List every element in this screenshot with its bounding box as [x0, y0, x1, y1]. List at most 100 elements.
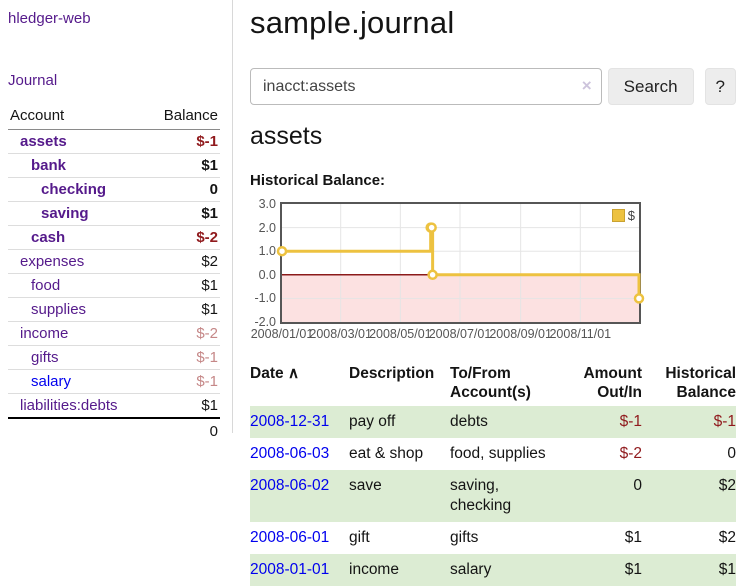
y-axis-tick-label: 1.0 — [258, 244, 276, 259]
sidebar-account-balance: $-1 — [196, 373, 218, 390]
transaction-description: income — [349, 561, 399, 578]
sidebar-account-row: liabilities:debts $1 — [8, 394, 220, 417]
transaction-description: save — [349, 477, 382, 494]
sort-ascending-icon: ∧ — [287, 365, 300, 382]
sidebar-account-row: assets $-1 — [8, 130, 220, 154]
accounts-column-header: To/From Account(s) — [450, 365, 531, 401]
register-row: 2008-06-01 gift gifts $1 $2 — [250, 522, 736, 554]
sidebar-account-row: cash $-2 — [8, 226, 220, 250]
transaction-amount: 0 — [633, 477, 642, 494]
main-content: sample.journal × Search ? assets Histori… — [250, 0, 736, 586]
sidebar-account-row: expenses $2 — [8, 250, 220, 274]
register-table: Date ∧ Description To/From Account(s) Am… — [250, 362, 736, 586]
sidebar-account-link[interactable]: supplies — [31, 301, 87, 318]
register-header-row: Date ∧ Description To/From Account(s) Am… — [250, 362, 736, 406]
brand-link[interactable]: hledger-web — [8, 10, 91, 27]
transaction-accounts: debts — [450, 413, 488, 430]
sidebar-account-link[interactable]: checking — [41, 181, 107, 198]
sidebar-account-link[interactable]: gifts — [31, 349, 59, 366]
transaction-balance: 0 — [727, 445, 736, 462]
transaction-description: eat & shop — [349, 445, 424, 462]
transaction-amount: $1 — [624, 561, 642, 578]
y-axis-tick-label: 0.0 — [258, 267, 276, 282]
clear-search-icon[interactable]: × — [581, 76, 592, 95]
x-axis-tick-label: 2008/03/01 — [309, 327, 372, 341]
sidebar-account-link[interactable]: cash — [31, 229, 66, 246]
transaction-amount: $-1 — [619, 413, 642, 430]
sidebar-account-row: saving $1 — [8, 202, 220, 226]
search-button[interactable]: Search — [607, 68, 694, 105]
sidebar-account-row: income $-2 — [8, 322, 220, 346]
sidebar-account-balance: $-1 — [196, 133, 218, 150]
sidebar-account-balance: $2 — [201, 253, 218, 270]
sidebar-account-balance: $-1 — [196, 349, 218, 366]
sidebar-total-row: 0 — [8, 417, 220, 440]
sidebar-account-link[interactable]: income — [20, 325, 69, 342]
transaction-accounts: gifts — [450, 529, 479, 546]
nav-journal-link[interactable]: Journal — [8, 72, 58, 89]
sidebar-account-link[interactable]: bank — [31, 157, 67, 174]
transaction-date-link[interactable]: 2008-06-01 — [250, 529, 330, 546]
register-row: 2008-12-31 pay off debts $-1 $-1 — [250, 406, 736, 438]
transaction-accounts: food, supplies — [450, 445, 546, 462]
register-row: 2008-01-01 income salary $1 $1 — [250, 554, 736, 586]
transaction-balance: $1 — [718, 561, 736, 578]
chart-canvas — [276, 204, 645, 322]
transaction-accounts: saving, checking — [450, 477, 512, 514]
sidebar-account-link[interactable]: expenses — [20, 253, 85, 270]
sidebar-account-balance: $1 — [201, 157, 218, 174]
sidebar-account-balance: $-2 — [196, 325, 218, 342]
register-row: 2008-06-03 eat & shop food, supplies $-2… — [250, 438, 736, 470]
x-axis-tick-label: 2008/01/01 — [250, 327, 314, 341]
sidebar-account-link[interactable]: assets — [20, 133, 67, 150]
legend-swatch-icon — [611, 209, 625, 222]
sidebar-account-link[interactable]: salary — [31, 373, 72, 390]
x-axis-tick-label: 2008/07/01 — [428, 327, 492, 341]
sidebar-account-link[interactable]: saving — [41, 205, 89, 222]
transaction-description: pay off — [349, 413, 396, 430]
y-axis-tick-label: 3.0 — [258, 197, 276, 211]
transaction-date-link[interactable]: 2008-06-03 — [250, 445, 330, 462]
register-row: 2008-06-02 save saving, checking 0 $2 — [250, 470, 736, 522]
historical-balance-chart: 3.0 2.0 1.0 0.0 -1.0 -2.0 $ 2008/01/01 2008/03… — [250, 197, 736, 342]
x-axis-tick-label: 2008/09/01 — [489, 327, 552, 341]
description-column-header: Description — [349, 365, 435, 382]
account-title: assets — [250, 122, 323, 150]
transaction-balance: $2 — [718, 477, 736, 494]
transaction-amount: $-2 — [619, 445, 642, 462]
sidebar-account-row: salary $-1 — [8, 370, 220, 394]
y-axis-tick-label: 2.0 — [258, 220, 276, 235]
search-input[interactable] — [250, 68, 602, 105]
x-axis-tick-label: 2008/05/01 — [369, 327, 432, 341]
sidebar-account-link[interactable]: liabilities:debts — [20, 397, 118, 414]
sidebar-account-balance: 0 — [209, 181, 218, 198]
y-axis-tick-label: -2.0 — [254, 315, 276, 329]
sidebar-account-link[interactable]: food — [31, 277, 61, 294]
sidebar-account-row: checking 0 — [8, 178, 220, 202]
search-help-button[interactable]: ? — [704, 68, 736, 105]
y-axis-tick-label: -1.0 — [254, 291, 276, 306]
sidebar: hledger-web Journal Account Balance asse… — [0, 0, 232, 440]
transaction-amount: $1 — [624, 529, 642, 546]
sidebar-account-row: food $1 — [8, 274, 220, 298]
sidebar-account-row: bank $1 — [8, 154, 220, 178]
sidebar-account-row: gifts $-1 — [8, 346, 220, 370]
page-title: sample.journal — [250, 5, 455, 40]
date-column-header[interactable]: Date ∧ — [250, 365, 300, 382]
transaction-accounts: salary — [450, 561, 492, 578]
transaction-date-link[interactable]: 2008-06-02 — [250, 477, 330, 494]
amount-column-header: Amount Out/In — [583, 365, 642, 401]
sidebar-account-balance: $1 — [201, 205, 218, 222]
x-axis-tick-label: 2008/11/01 — [549, 327, 612, 341]
balance-column-header: Balance — [163, 107, 218, 124]
balance-column-header: Historical Balance — [665, 365, 736, 401]
sidebar-account-balance: $1 — [201, 397, 218, 414]
account-column-header: Account — [10, 107, 65, 124]
historical-balance-label: Historical Balance: — [250, 172, 386, 189]
transaction-date-link[interactable]: 2008-01-01 — [250, 561, 330, 578]
transaction-date-link[interactable]: 2008-12-31 — [250, 413, 330, 430]
search-box: × — [250, 68, 602, 105]
sidebar-account-balance: $1 — [201, 301, 218, 318]
chart-legend: $ — [611, 208, 635, 223]
sidebar-total-balance: 0 — [209, 423, 218, 440]
